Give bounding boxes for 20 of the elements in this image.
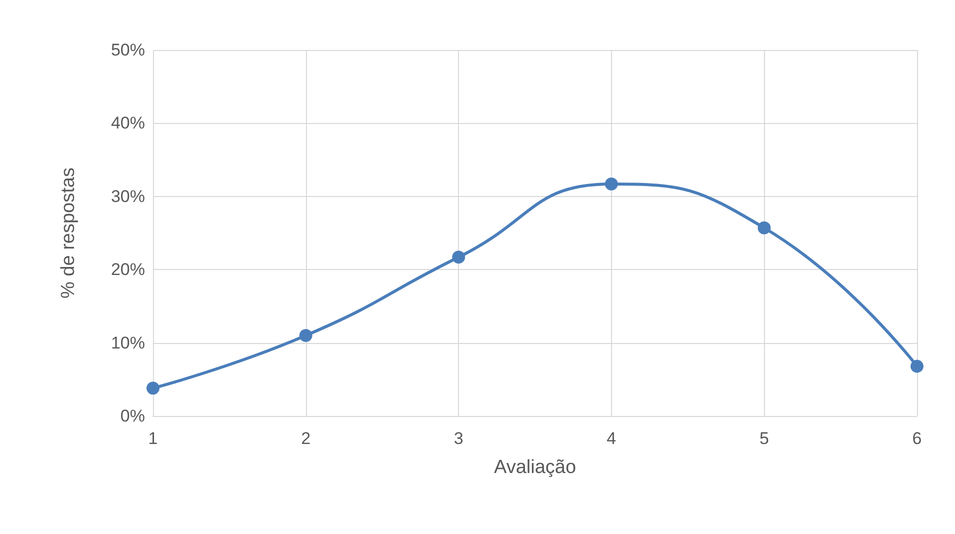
point [452, 250, 466, 264]
x-tick-label: 4 [606, 429, 616, 448]
x-tick-label: 2 [301, 429, 311, 448]
y-tick-label: 0% [120, 406, 145, 426]
x-tick-label: 3 [454, 429, 464, 448]
y-tick-label: 50% [110, 40, 145, 60]
point [604, 177, 618, 190]
y-axis-title: % de respostas [58, 168, 79, 298]
point [910, 360, 924, 373]
y-tick-label: 10% [110, 333, 145, 352]
x-axis-title: Avaliação [494, 457, 576, 478]
y-tick-label: 40% [110, 114, 145, 133]
point [758, 221, 771, 234]
y-tick-label: 20% [110, 260, 145, 280]
point [299, 328, 312, 342]
x-tick-label: 5 [759, 429, 769, 448]
x-tick-label: 6 [912, 429, 922, 448]
x-tick-label: 1 [148, 429, 158, 448]
point [146, 382, 160, 395]
y-tick-label: 30% [110, 186, 145, 206]
